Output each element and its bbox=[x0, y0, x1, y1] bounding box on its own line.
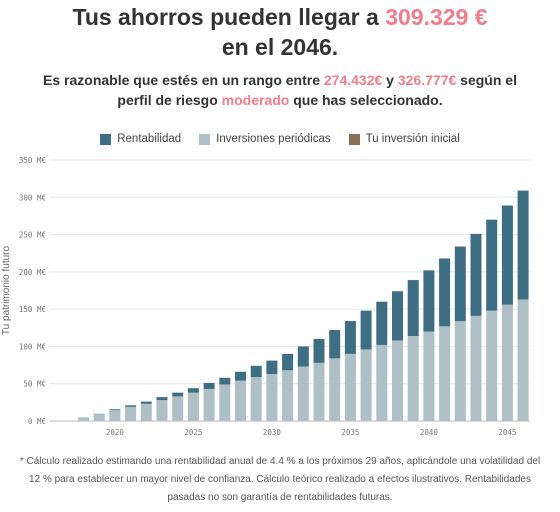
legend-label-rentabilidad: Rentabilidad bbox=[117, 133, 182, 145]
bar-inversiones bbox=[470, 315, 482, 421]
legend-item-rentabilidad[interactable]: Rentabilidad bbox=[100, 133, 181, 145]
bar-inversiones bbox=[125, 406, 137, 421]
bar-rentabilidad bbox=[125, 405, 137, 407]
bar-inversiones bbox=[297, 366, 309, 421]
legend-item-inicial[interactable]: Tu inversión inicial bbox=[348, 133, 460, 145]
y-tick-label: 200 M€ bbox=[19, 268, 46, 277]
bar-inversiones bbox=[407, 335, 419, 421]
bar-inversiones bbox=[109, 409, 121, 421]
bar-rentabilidad bbox=[235, 371, 246, 381]
bar-rentabilidad bbox=[172, 392, 184, 397]
bar-inversiones bbox=[235, 380, 246, 421]
range-summary: Es razonable que estés en un rango entre… bbox=[30, 70, 530, 110]
bar-inversiones bbox=[376, 344, 388, 421]
sub-post2: que has seleccionado. bbox=[289, 92, 443, 108]
bar-rentabilidad bbox=[313, 338, 325, 363]
bar-rentabilidad bbox=[156, 397, 168, 401]
headline-post: en el 2046. bbox=[221, 34, 339, 60]
headline: Tus ahorros pueden llegar a 309.329 € en… bbox=[0, 2, 560, 62]
bar-inversiones bbox=[392, 340, 403, 421]
bar-rentabilidad bbox=[203, 382, 215, 389]
bar-inversiones bbox=[486, 310, 498, 421]
bar-inversiones bbox=[517, 299, 529, 421]
bar-inversiones bbox=[172, 396, 184, 421]
y-tick-label: 150 M€ bbox=[19, 305, 46, 314]
stacked-bar-chart: 0 M€ 50 M€ 100 M€ 150 M€ 200 M€ 250 M€ 300 M€ 3… bbox=[1, 156, 530, 437]
risk-profile: moderado bbox=[221, 92, 290, 108]
bar-rentabilidad bbox=[360, 310, 372, 350]
y-tick-label: 250 M€ bbox=[19, 231, 46, 240]
bar-inversiones bbox=[423, 331, 435, 421]
bar-rentabilidad bbox=[187, 388, 199, 393]
x-tick-label: 2030 bbox=[263, 428, 282, 437]
bar-inversiones bbox=[313, 362, 325, 421]
bar-inversiones bbox=[78, 417, 89, 421]
bar-rentabilidad bbox=[282, 353, 294, 371]
x-tick-label: 2020 bbox=[106, 428, 125, 437]
bar-inversiones bbox=[93, 413, 105, 421]
range-high: 326.777€ bbox=[397, 72, 457, 88]
bar-rentabilidad bbox=[250, 365, 262, 378]
bar-inversiones bbox=[360, 349, 372, 421]
bar-rentabilidad bbox=[266, 360, 278, 375]
sub-mid: y bbox=[382, 72, 398, 88]
y-tick-label: 300 M€ bbox=[19, 193, 46, 202]
bar-rentabilidad bbox=[329, 330, 341, 359]
bar-inversiones bbox=[501, 304, 513, 421]
bar-inversiones bbox=[250, 377, 262, 421]
y-axis-label: Tu patrimonio futuro bbox=[1, 246, 12, 336]
bar-inversiones bbox=[219, 384, 231, 421]
bar-rentabilidad bbox=[109, 409, 121, 410]
x-tick-label: 2025 bbox=[184, 428, 202, 437]
x-tick-label: 2035 bbox=[341, 428, 359, 437]
bar-rentabilidad bbox=[501, 205, 513, 305]
bar-rentabilidad bbox=[407, 280, 419, 336]
bar-rentabilidad bbox=[454, 246, 466, 322]
sub-pre: Es razonable que estés en un rango entre bbox=[43, 72, 324, 88]
bar-rentabilidad bbox=[439, 258, 451, 327]
bar-inversiones bbox=[329, 358, 341, 421]
chart-legend: Rentabilidad Inversiones periódicas Tu i… bbox=[0, 133, 560, 145]
x-tick-label: 2040 bbox=[420, 428, 439, 437]
bar-inversiones bbox=[454, 321, 466, 421]
bar-inversiones bbox=[344, 353, 356, 421]
sub-post1: según el perfil de riesgo bbox=[117, 72, 517, 108]
headline-amount: 309.329 € bbox=[385, 4, 488, 30]
bar-inversiones bbox=[187, 392, 199, 421]
legend-swatch-inicial bbox=[348, 133, 360, 145]
headline-pre: Tus ahorros pueden llegar a bbox=[72, 4, 386, 30]
bar-rentabilidad bbox=[423, 270, 435, 332]
legend-swatch-inversiones bbox=[199, 133, 211, 145]
bar-inversiones bbox=[140, 403, 152, 421]
bar-rentabilidad bbox=[470, 233, 482, 316]
y-tick-label: 100 M€ bbox=[19, 342, 46, 351]
footnote-line-3: pasadas no son garantía de rentabilidade… bbox=[167, 492, 393, 503]
bar-rentabilidad bbox=[140, 401, 152, 404]
bar-inversiones bbox=[266, 374, 278, 421]
bar-rentabilidad bbox=[376, 301, 388, 345]
bar-inversiones bbox=[156, 400, 168, 421]
bar-inversiones bbox=[282, 370, 294, 421]
footnote-line-2: 12 % para establecer un mayor nivel de c… bbox=[29, 474, 531, 485]
legend-item-inversiones[interactable]: Inversiones periódicas bbox=[199, 133, 331, 145]
bar-inversiones bbox=[439, 326, 451, 421]
y-tick-label: 350 M€ bbox=[19, 156, 46, 165]
footnote: * Cálculo realizado estimando una rentab… bbox=[0, 453, 560, 507]
legend-label-inversiones: Inversiones periódicas bbox=[216, 133, 331, 145]
bar-rentabilidad bbox=[297, 346, 309, 367]
legend-label-inicial: Tu inversión inicial bbox=[365, 133, 460, 145]
bar-rentabilidad bbox=[486, 219, 498, 311]
bar-rentabilidad bbox=[219, 377, 231, 385]
legend-swatch-rentabilidad bbox=[100, 133, 112, 145]
footnote-line-1: * Cálculo realizado estimando una rentab… bbox=[19, 456, 541, 467]
range-low: 274.432€ bbox=[323, 72, 383, 88]
bar-inversiones bbox=[203, 388, 215, 421]
x-tick-label: 2045 bbox=[498, 428, 516, 437]
y-tick-label: 0 M€ bbox=[28, 417, 46, 426]
y-tick-label: 50 M€ bbox=[23, 380, 46, 389]
bar-rentabilidad bbox=[517, 190, 529, 300]
bar-rentabilidad bbox=[344, 321, 356, 354]
bar-rentabilidad bbox=[392, 291, 403, 341]
